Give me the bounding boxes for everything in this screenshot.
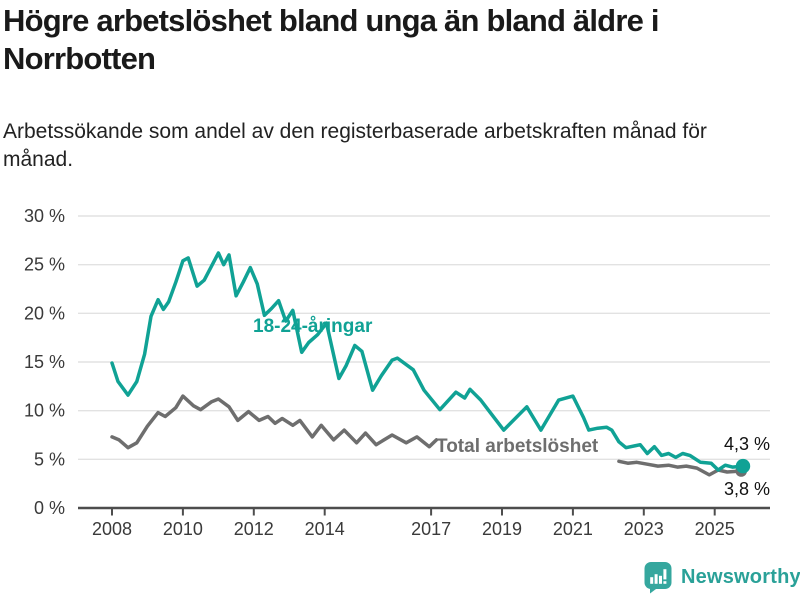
x-axis-tick-label: 2025 [695, 519, 735, 539]
brand-name: Newsworthy [681, 566, 800, 588]
newsworthy-logo-icon [644, 562, 672, 594]
y-axis-tick-label: 25 % [24, 255, 65, 275]
x-axis-tick-label: 2023 [624, 519, 664, 539]
series-end-dot-youth [735, 458, 751, 474]
page-title: Högre arbetslöshet bland unga än bland ä… [3, 3, 659, 76]
x-axis-tick-label: 2014 [305, 519, 345, 539]
x-axis-tick-label: 2021 [553, 519, 593, 539]
series-line-youth [110, 251, 745, 472]
y-axis-tick-label: 30 % [24, 206, 65, 226]
x-axis-tick-label: 2019 [482, 519, 522, 539]
x-axis-tick-label: 2010 [163, 519, 203, 539]
brand-footer: Newsworthy [643, 561, 800, 594]
x-axis-tick-label: 2012 [234, 519, 274, 539]
x-axis-tick-label: 2017 [411, 519, 451, 539]
y-axis-tick-label: 5 % [34, 449, 65, 469]
end-value-label-youth: 4,3 % [723, 434, 770, 454]
end-value-label-total: 3,8 % [723, 479, 770, 499]
y-axis-tick-label: 20 % [24, 303, 65, 323]
x-axis-tick-label: 2008 [92, 519, 132, 539]
series-label-youth: 18-24-åringar [253, 316, 373, 337]
y-axis-tick-label: 0 % [34, 498, 65, 518]
series-label-total: Total arbetslöshet [436, 436, 599, 457]
y-axis-tick-label: 10 % [24, 401, 65, 421]
y-axis-tick-label: 15 % [24, 352, 65, 372]
page-subtitle: Arbetssökande som andel av den registerb… [3, 120, 707, 171]
series-line-total [110, 394, 439, 450]
